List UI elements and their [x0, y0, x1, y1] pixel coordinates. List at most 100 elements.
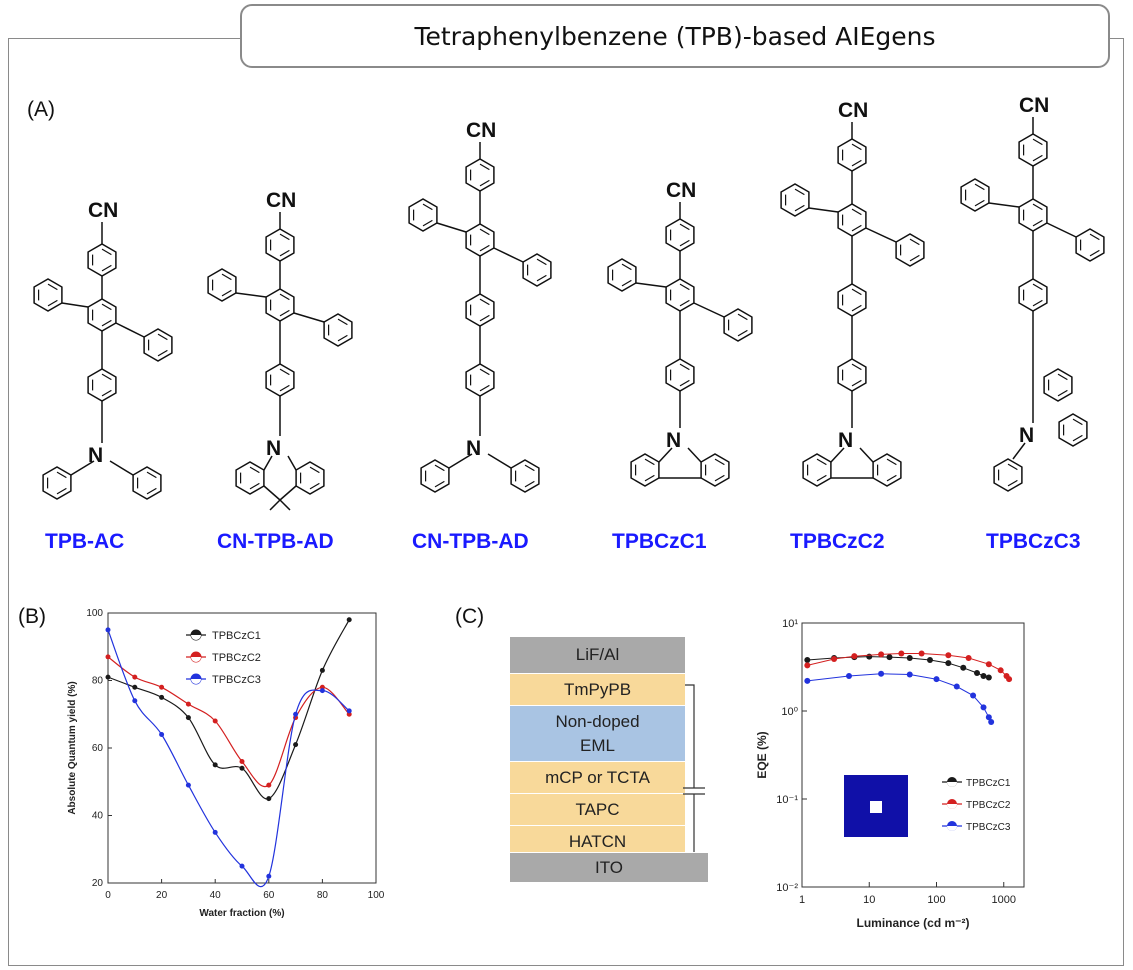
- data-point: [945, 652, 952, 659]
- double-bond: [47, 299, 58, 307]
- single-bond: [1046, 222, 1077, 238]
- double-bond: [309, 482, 320, 490]
- atom-label-bg: [836, 98, 866, 120]
- data-point: [212, 718, 218, 724]
- n-label: N: [1019, 424, 1034, 447]
- double-bond: [851, 159, 862, 167]
- data-point: [105, 674, 111, 680]
- double-bond: [886, 474, 897, 482]
- data-point: [159, 684, 165, 690]
- phenyl-ring: [143, 328, 173, 362]
- double-bond: [816, 474, 827, 482]
- data-point: [878, 651, 885, 658]
- single-bond: [448, 453, 473, 469]
- double-bond: [851, 288, 862, 296]
- phenyl-ring: [1075, 228, 1105, 262]
- panel-label-a: (A): [27, 98, 55, 121]
- molecule-name-3: CN-TPB-AD: [412, 530, 529, 553]
- single-bond: [263, 485, 281, 501]
- y-tick-label: 40: [92, 811, 104, 822]
- single-bond: [988, 202, 1020, 208]
- data-point: [906, 671, 913, 678]
- single-bond: [235, 292, 267, 298]
- double-bond: [434, 480, 445, 488]
- n-label: N: [266, 437, 281, 460]
- double-bond: [679, 239, 690, 247]
- data-point: [185, 715, 191, 721]
- single-bond: [658, 447, 673, 463]
- double-bond: [737, 313, 748, 321]
- double-bond: [679, 299, 690, 307]
- double-bond: [1072, 434, 1083, 442]
- single-bond: [830, 447, 845, 463]
- data-point: [886, 654, 893, 661]
- data-point: [132, 684, 138, 690]
- atom-label-bg: [264, 436, 281, 458]
- double-bond: [1032, 299, 1043, 307]
- data-point: [132, 674, 138, 680]
- double-bond: [101, 373, 112, 381]
- atom-label-bg: [464, 118, 494, 140]
- layer-eml: Non-doped EML: [510, 705, 685, 761]
- double-bond: [249, 482, 260, 490]
- legend-marker-half: [191, 679, 201, 684]
- y-tick-label: 10⁰: [781, 706, 798, 718]
- cn-label: CN: [466, 119, 496, 142]
- double-bond: [221, 273, 232, 281]
- double-bond: [221, 289, 232, 297]
- double-bond: [816, 458, 827, 466]
- single-bond: [269, 499, 281, 511]
- atom-label-bg: [664, 178, 694, 200]
- y-tick-label: 10⁻¹: [776, 794, 798, 806]
- layer-hil: mCP or TCTA: [510, 761, 685, 793]
- data-point: [906, 655, 913, 662]
- series-line-TPBCzC1: [107, 619, 350, 800]
- single-bond: [487, 453, 512, 469]
- double-bond: [1032, 219, 1043, 227]
- double-bond: [536, 258, 547, 266]
- data-point: [878, 670, 885, 677]
- double-bond: [1089, 233, 1100, 241]
- data-point: [266, 796, 272, 802]
- double-bond: [644, 474, 655, 482]
- phenyl-ring: [993, 458, 1023, 492]
- title-box: Tetraphenylbenzene (TPB)-based AIEgens: [240, 4, 1110, 68]
- single-bond: [115, 322, 145, 338]
- data-point: [266, 873, 272, 879]
- phenyl-ring: [723, 308, 753, 342]
- double-bond: [1032, 138, 1043, 146]
- legend-marker-half: [947, 804, 957, 809]
- double-bond: [434, 464, 445, 472]
- double-bond: [146, 487, 157, 495]
- data-point: [831, 655, 838, 662]
- data-point: [105, 654, 111, 660]
- data-point: [918, 650, 925, 657]
- data-point: [988, 718, 995, 725]
- n-label: N: [88, 444, 103, 467]
- data-point: [804, 662, 811, 669]
- double-bond: [1089, 249, 1100, 257]
- double-bond: [279, 293, 290, 301]
- legend-label: TPBCzC2: [212, 652, 261, 664]
- legend-label: TPBCzC2: [966, 800, 1011, 811]
- double-bond: [886, 458, 897, 466]
- data-point: [212, 762, 218, 768]
- data-point: [105, 627, 111, 633]
- double-bond: [1057, 373, 1068, 381]
- x-tick-label: 10: [863, 894, 875, 906]
- data-point: [985, 674, 992, 681]
- molecule-name-2: CN-TPB-AD: [217, 530, 334, 553]
- double-bond: [479, 298, 490, 306]
- single-bond: [1012, 442, 1026, 460]
- cn-label: CN: [88, 199, 118, 222]
- double-bond: [157, 333, 168, 341]
- y-tick-label: 10⁻²: [776, 882, 798, 894]
- double-bond: [794, 204, 805, 212]
- data-point: [804, 656, 811, 663]
- double-bond: [644, 458, 655, 466]
- data-point: [239, 863, 245, 869]
- single-bond: [109, 460, 134, 476]
- molecule-name-4: TPBCzC1: [612, 530, 707, 553]
- double-bond: [479, 179, 490, 187]
- x-tick-label: 40: [210, 890, 222, 901]
